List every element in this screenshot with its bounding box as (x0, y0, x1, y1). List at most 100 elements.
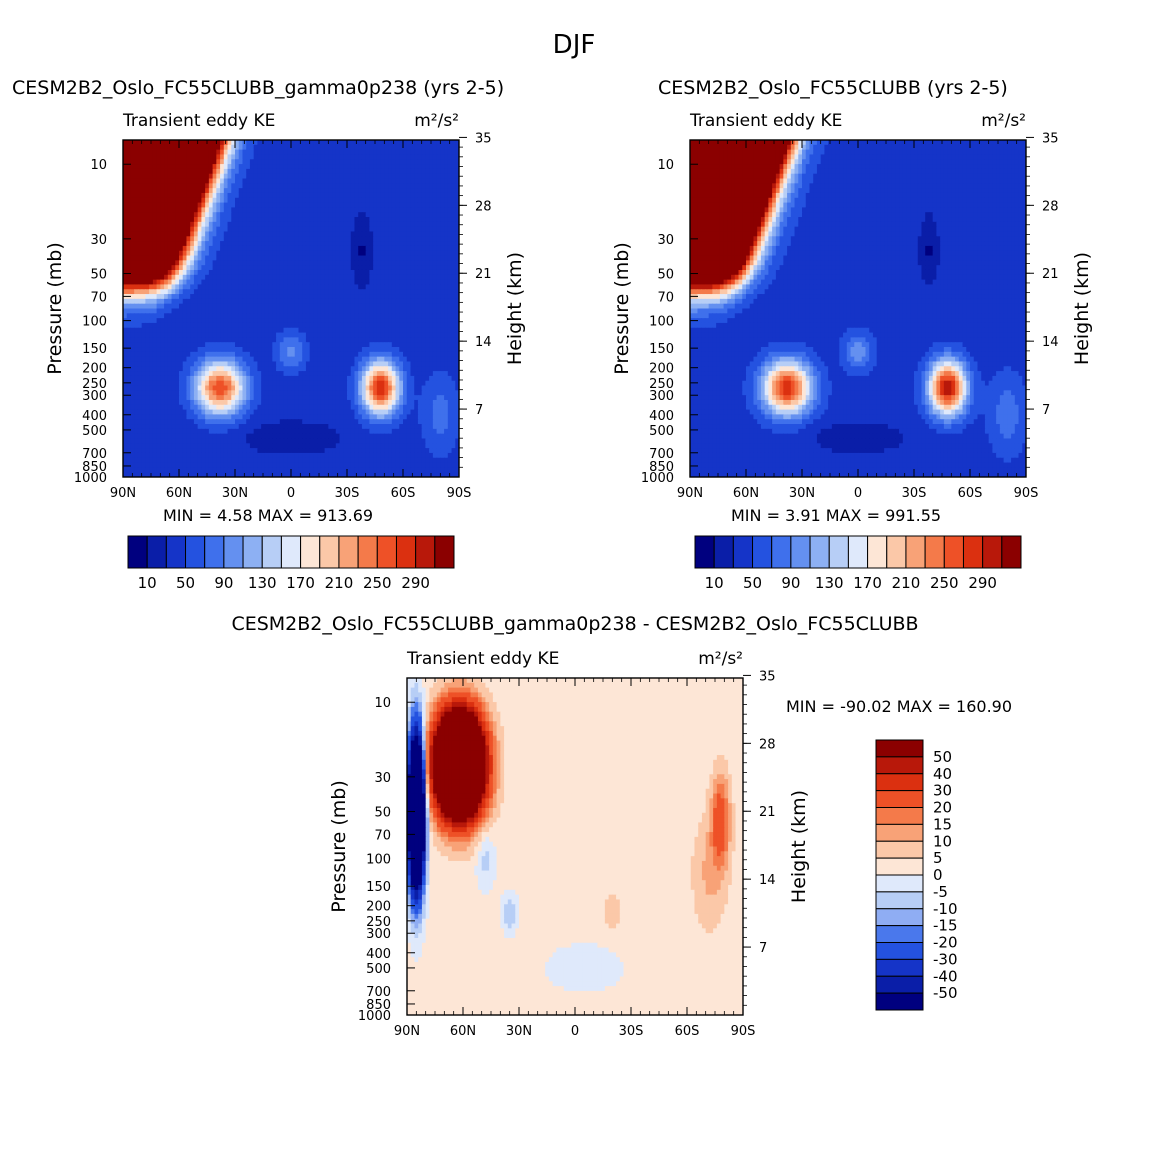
field-cell (305, 395, 311, 401)
field-cell (246, 347, 251, 353)
field-cell (313, 380, 318, 387)
field-cell (235, 221, 240, 228)
field-cell (137, 149, 143, 156)
field-cell (235, 308, 240, 314)
field-cell (421, 371, 426, 377)
field-cell (425, 308, 430, 314)
field-cell (410, 265, 415, 271)
field-cell (347, 231, 352, 237)
field-cell (317, 279, 322, 286)
field-cell (197, 385, 202, 391)
field-cell (369, 212, 374, 218)
field-cell (361, 337, 367, 343)
field-cell (220, 260, 225, 266)
field-cell (436, 356, 441, 363)
field-cell (403, 284, 408, 290)
field-cell (403, 332, 408, 338)
field-cell (152, 322, 158, 329)
field-cell (238, 322, 244, 329)
field-cell (373, 226, 378, 233)
field-cell (182, 269, 188, 276)
field-cell (302, 318, 307, 324)
field-cell (130, 375, 135, 382)
field-cell (220, 241, 225, 247)
field-cell (276, 361, 281, 367)
field-cell (369, 347, 374, 353)
field-cell (171, 351, 176, 358)
field-cell (223, 284, 229, 290)
field-cell (347, 144, 352, 151)
field-cell (376, 265, 382, 271)
field-cell (335, 250, 341, 257)
field-cell (205, 197, 210, 204)
field-cell (156, 279, 161, 286)
field-cell (451, 221, 456, 228)
field-cell (414, 140, 419, 146)
field-cell (231, 294, 236, 300)
field-cell (361, 168, 367, 175)
field-cell (335, 366, 341, 372)
field-cell (137, 308, 143, 314)
field-cell (347, 399, 352, 406)
field-cell (406, 347, 412, 353)
field-cell (227, 173, 232, 180)
field-cell (294, 298, 300, 305)
field-cell (123, 226, 128, 233)
field-cell (358, 192, 363, 199)
field-cell (220, 294, 225, 300)
field-cell (272, 207, 277, 213)
field-cell (324, 188, 329, 194)
field-cell (291, 294, 296, 300)
field-cell (287, 140, 292, 146)
field-cell (347, 298, 352, 305)
field-cell (317, 188, 322, 194)
field-cell (417, 178, 423, 184)
field-cell (279, 279, 285, 286)
field-cell (302, 207, 307, 213)
field-cell (249, 399, 255, 406)
field-cell (317, 226, 322, 233)
field-cell (235, 192, 240, 199)
field-cell (399, 192, 404, 199)
field-cell (365, 375, 370, 382)
field-cell (287, 308, 292, 314)
field-cell (246, 308, 251, 314)
field-cell (201, 265, 206, 271)
field-cell (350, 313, 356, 319)
field-cell (332, 298, 337, 305)
field-cell (141, 236, 146, 242)
field-cell (242, 274, 247, 281)
field-cell (440, 226, 445, 233)
field-cell (171, 385, 176, 391)
field-cell (455, 356, 459, 363)
field-cell (380, 294, 385, 300)
field-cell (332, 395, 337, 401)
field-cell (361, 245, 367, 252)
field-cell (223, 250, 229, 257)
field-cell (455, 140, 459, 146)
field-cell (246, 140, 251, 146)
field-cell (444, 303, 449, 310)
field-cell (320, 361, 326, 367)
field-cell (324, 245, 329, 252)
field-cell (425, 318, 430, 324)
field-cell (137, 231, 143, 237)
field-cell (201, 149, 206, 156)
field-cell (156, 298, 161, 305)
field-cell (141, 279, 146, 286)
field-cell (298, 279, 303, 286)
field-cell (167, 168, 173, 175)
field-cell (220, 303, 225, 310)
field-cell (160, 188, 165, 194)
field-cell (332, 154, 337, 160)
field-cell (414, 255, 419, 261)
field-cell (425, 347, 430, 353)
field-cell (320, 188, 326, 194)
field-cell (432, 168, 438, 175)
field-cell (410, 308, 415, 314)
field-cell (302, 274, 307, 281)
field-cell (231, 173, 236, 180)
field-cell (190, 327, 195, 334)
field-cell (227, 168, 232, 175)
field-cell (197, 313, 202, 319)
